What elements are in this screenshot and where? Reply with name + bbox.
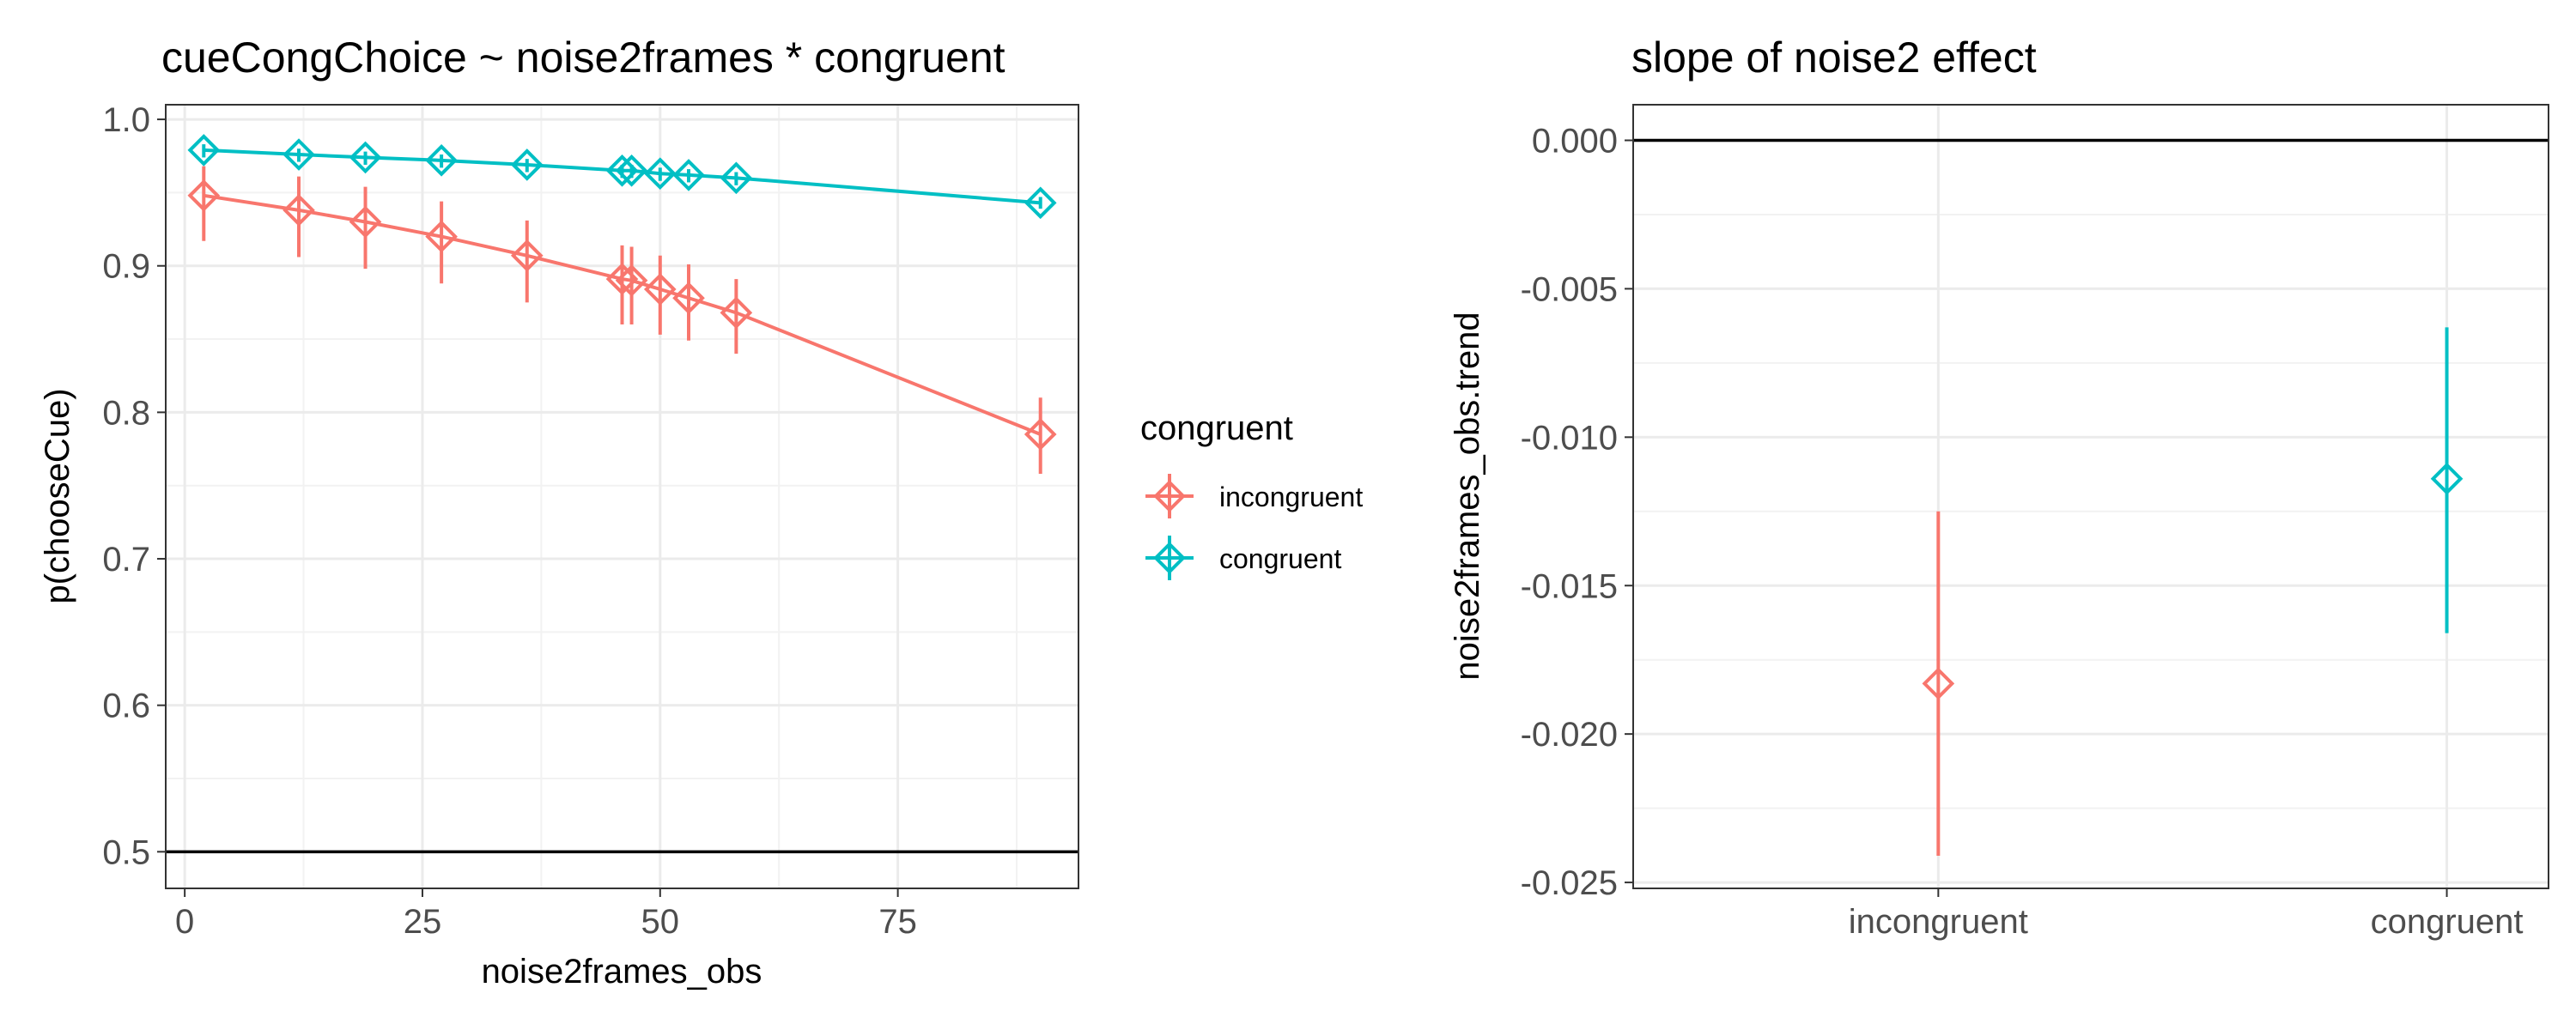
- data-point-incongruent: [615, 264, 648, 297]
- x-tick-label: 25: [404, 903, 442, 941]
- data-point-congruent: [615, 154, 648, 187]
- y-tick-label: 0.000: [1532, 123, 1618, 161]
- data-point-incongruent: [1024, 418, 1057, 451]
- data-point-incongruent: [643, 273, 677, 306]
- data-point-incongruent: [187, 179, 221, 212]
- right-y-axis: 0.000 -0.005 -0.010 -0.015 -0.020 -0.025: [1521, 123, 1633, 902]
- estimate-incongruent: [1922, 511, 1955, 856]
- estimate-congruent: [2430, 327, 2464, 633]
- right-plot-background: [1633, 105, 2549, 888]
- y-tick-label: 1.0: [102, 101, 150, 139]
- right-chart-title: slope of noise2 effect: [1631, 33, 2037, 82]
- data-point-incongruent: [283, 194, 315, 227]
- left-plot-border: [165, 104, 1079, 889]
- data-point-incongruent: [425, 220, 458, 253]
- data-point-congruent: [720, 161, 753, 195]
- y-tick-label: 0.7: [102, 541, 150, 579]
- y-tick-label: 0.5: [102, 833, 150, 871]
- left-y-axis-label: p(chooseCue): [39, 388, 76, 603]
- legend-key-diamond: [1153, 542, 1186, 574]
- legend: congruent incongruent congruent: [1140, 409, 1363, 580]
- left-plot-background: [166, 105, 1078, 888]
- right-x-axis: incongruent congruent: [1849, 888, 2524, 941]
- left-grid: [166, 105, 1078, 888]
- left-y-axis: 0.5 0.6 0.7 0.8 0.9 1.0: [102, 101, 166, 871]
- x-tick-label-incongruent: incongruent: [1849, 903, 2028, 941]
- left-series-layer: [187, 134, 1057, 475]
- y-tick-label: 0.6: [102, 688, 150, 725]
- data-point-incongruent: [672, 282, 705, 315]
- series-congruent: [187, 134, 1057, 220]
- right-plot-border: [1632, 104, 2549, 889]
- left-chart-title: cueCongChoice ~ noise2frames * congruent: [161, 33, 1005, 82]
- data-point-congruent: [349, 141, 382, 174]
- y-tick-label: -0.005: [1521, 270, 1618, 308]
- data-point-incongruent: [1922, 667, 1955, 700]
- y-tick-label: 0.8: [102, 394, 150, 432]
- data-point-congruent: [672, 159, 705, 191]
- legend-label: incongruent: [1219, 482, 1363, 512]
- data-point-congruent: [425, 144, 458, 177]
- data-point-congruent: [643, 157, 677, 191]
- data-point-congruent: [187, 134, 221, 167]
- data-point-incongruent: [510, 239, 544, 272]
- left-chart-panel: cueCongChoice ~ noise2frames * congruent…: [39, 33, 1079, 991]
- y-tick-label: -0.010: [1521, 419, 1618, 457]
- data-point-congruent: [1024, 186, 1057, 220]
- y-tick-label: -0.020: [1521, 716, 1618, 754]
- left-x-axis-label: noise2frames_obs: [482, 953, 762, 991]
- legend-label: congruent: [1219, 543, 1341, 574]
- x-tick-label: 50: [641, 903, 680, 941]
- right-y-axis-label: noise2frames_obs.trend: [1449, 312, 1486, 680]
- y-tick-label: -0.025: [1521, 864, 1618, 902]
- legend-key-diamond: [1153, 480, 1186, 512]
- legend-title: congruent: [1140, 409, 1293, 447]
- left-x-axis: 0 25 50 75: [175, 888, 917, 941]
- data-point-congruent: [283, 138, 315, 171]
- right-chart-panel: slope of noise2 effect 0.000 -0.005 -0.010…: [1449, 33, 2549, 941]
- x-tick-label: 0: [175, 903, 194, 941]
- legend-entry-incongruent: incongruent: [1145, 474, 1363, 518]
- right-points-layer: [1922, 327, 2464, 856]
- data-point-congruent: [510, 148, 544, 181]
- x-tick-label-congruent: congruent: [2371, 903, 2524, 941]
- series-incongruent: [187, 166, 1057, 475]
- x-tick-label: 75: [878, 903, 917, 941]
- data-point-congruent: [2430, 462, 2464, 495]
- legend-items: incongruent congruent: [1145, 474, 1363, 580]
- y-tick-label: -0.015: [1521, 567, 1618, 605]
- y-tick-label: 0.9: [102, 248, 150, 286]
- legend-entry-congruent: congruent: [1145, 536, 1341, 580]
- data-point-incongruent: [349, 205, 382, 239]
- data-point-incongruent: [720, 296, 753, 330]
